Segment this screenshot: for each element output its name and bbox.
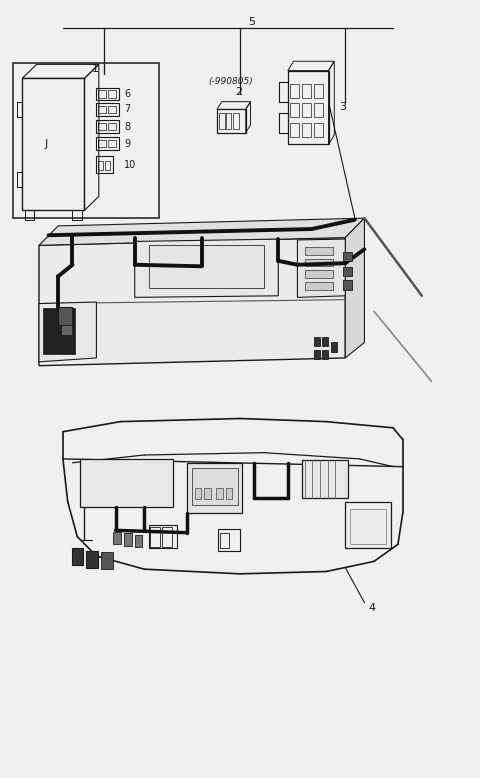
Bar <box>58 307 72 324</box>
Polygon shape <box>298 239 345 297</box>
Bar <box>305 270 333 278</box>
Bar <box>302 103 311 117</box>
Bar <box>108 140 116 148</box>
Bar <box>162 527 172 547</box>
Bar <box>113 532 121 545</box>
Bar <box>290 84 299 98</box>
Text: 5: 5 <box>249 17 255 27</box>
Text: 8: 8 <box>124 121 130 131</box>
Bar <box>108 106 116 114</box>
Bar <box>305 258 333 266</box>
Text: (-990805): (-990805) <box>208 77 253 86</box>
Text: 4: 4 <box>368 603 375 613</box>
Bar <box>96 103 120 116</box>
Bar <box>101 552 113 569</box>
Bar <box>218 529 240 551</box>
Bar <box>217 110 246 133</box>
Bar <box>314 337 320 346</box>
Text: J: J <box>45 139 48 149</box>
Bar <box>343 280 351 289</box>
Bar <box>323 337 328 346</box>
Bar <box>96 88 120 100</box>
Bar <box>98 140 107 148</box>
Bar <box>60 325 72 335</box>
Bar <box>314 350 320 359</box>
Bar <box>86 551 98 568</box>
Text: 1: 1 <box>92 64 99 74</box>
Bar <box>98 90 107 98</box>
Bar <box>305 247 333 254</box>
Bar <box>72 209 82 219</box>
Bar <box>290 103 299 117</box>
Text: 2: 2 <box>236 87 242 97</box>
Text: 10: 10 <box>124 159 136 170</box>
Bar <box>323 350 328 359</box>
Bar <box>124 534 132 546</box>
Bar <box>98 106 107 114</box>
Bar <box>302 84 311 98</box>
Bar <box>24 209 34 219</box>
Polygon shape <box>39 218 364 245</box>
Bar <box>98 123 107 131</box>
Bar <box>290 123 299 137</box>
Bar <box>96 121 120 133</box>
Text: 6: 6 <box>124 89 130 99</box>
Bar <box>12 63 158 218</box>
Bar <box>345 502 391 548</box>
Text: 7: 7 <box>124 104 131 114</box>
Bar <box>192 468 238 506</box>
Bar <box>105 161 110 170</box>
Polygon shape <box>39 237 345 366</box>
Bar <box>108 123 116 131</box>
Bar <box>314 123 323 137</box>
Bar <box>219 114 225 129</box>
Bar <box>98 161 103 170</box>
Bar <box>343 267 351 276</box>
Bar <box>96 156 113 173</box>
Bar <box>331 342 336 352</box>
Bar <box>220 533 228 548</box>
Bar <box>149 245 264 288</box>
Bar <box>314 84 323 98</box>
Bar <box>44 309 75 354</box>
Bar <box>343 251 351 261</box>
Bar <box>302 461 348 498</box>
Bar <box>72 548 84 566</box>
Bar <box>288 71 328 145</box>
Bar <box>96 138 120 150</box>
Bar <box>149 525 177 548</box>
Bar <box>135 535 143 548</box>
Bar <box>80 459 173 507</box>
Text: 3: 3 <box>339 102 347 112</box>
Polygon shape <box>135 239 278 297</box>
Bar <box>187 463 242 513</box>
Bar <box>233 114 239 129</box>
Polygon shape <box>39 302 96 362</box>
Text: 9: 9 <box>124 138 130 149</box>
Bar <box>305 282 333 289</box>
Bar <box>22 79 84 210</box>
Bar <box>226 489 232 499</box>
Bar <box>350 510 386 545</box>
Bar <box>302 123 311 137</box>
Bar <box>194 489 201 499</box>
Bar <box>216 489 223 499</box>
Bar <box>108 90 116 98</box>
Polygon shape <box>345 218 364 358</box>
Bar <box>226 114 231 129</box>
Bar <box>151 527 160 547</box>
Bar <box>314 103 323 117</box>
Bar <box>204 489 211 499</box>
